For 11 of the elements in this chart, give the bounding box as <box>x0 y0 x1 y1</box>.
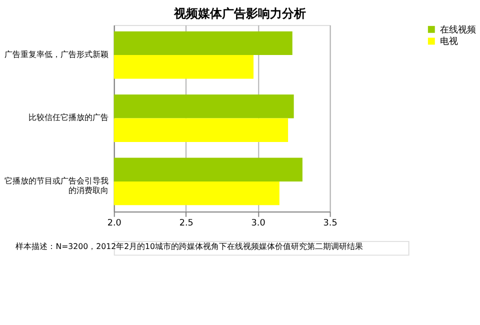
legend-label: 电视 <box>440 36 458 48</box>
x-tick-label: 2.5 <box>179 218 194 229</box>
x-tick-label: 3.5 <box>323 218 338 229</box>
x-tick-label: 2.0 <box>107 218 122 229</box>
text: 样本描述：N=3200，2012年2月的10城市的跨媒体视角下在线视频媒体价值研究第二期调研结果 <box>16 242 364 251</box>
y-tick-label: 广告重复率低，广告形式新颖 <box>4 50 108 59</box>
legend-label: 在线视频 <box>440 24 476 36</box>
y-tick-label: 比较信任它播放的广告 <box>28 113 108 122</box>
chart-title: 视频媒体广告影响力分析 <box>173 6 306 21</box>
y-tick-label: 它播放的节目或广告会引导我的消费取向 <box>4 176 108 196</box>
x-tick-label: 3.0 <box>251 218 266 229</box>
